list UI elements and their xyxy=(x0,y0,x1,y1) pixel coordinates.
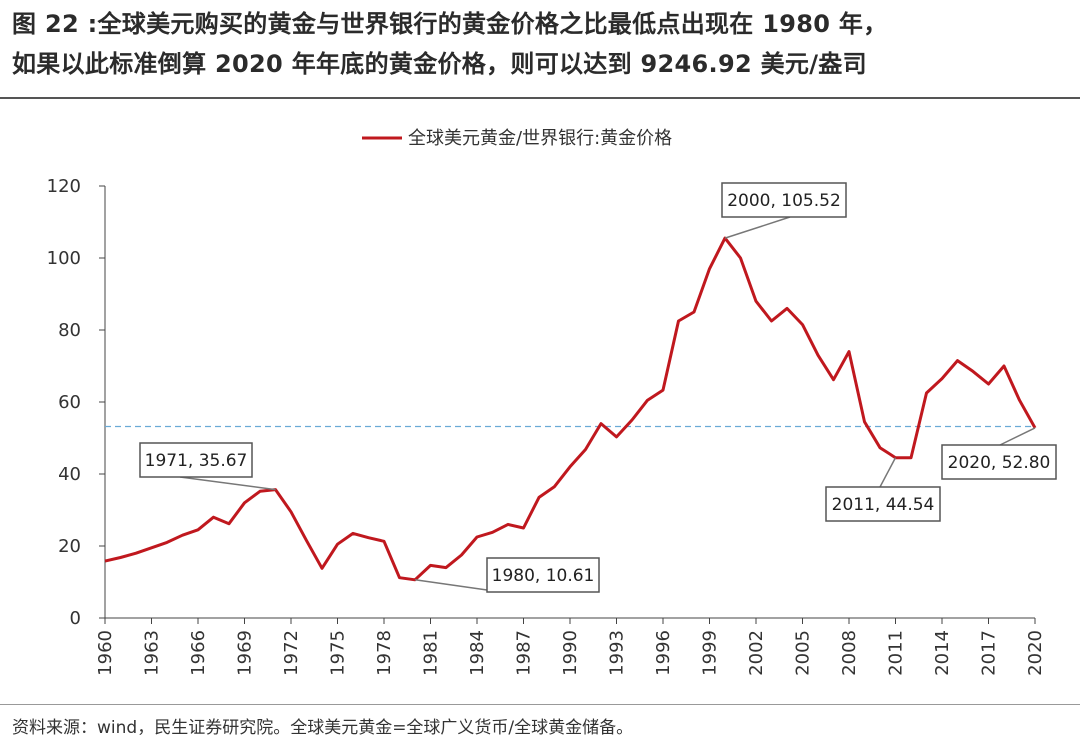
x-tick-label: 1966 xyxy=(188,630,209,676)
y-axis: 0 20 40 60 80 100 120 xyxy=(47,176,106,629)
x-tick-label: 1987 xyxy=(514,630,535,676)
callout-box xyxy=(721,182,847,218)
callout-label: 2020, 52.80 xyxy=(948,453,1051,473)
callout-box xyxy=(486,557,600,593)
callout-label: 1980, 10.61 xyxy=(492,566,595,586)
x-tick-label: 1996 xyxy=(653,630,674,676)
y-tick-label: 100 xyxy=(47,248,81,269)
x-tick-label: 2002 xyxy=(746,630,767,676)
callout-label: 1971, 35.67 xyxy=(145,451,248,471)
y-tick-label: 120 xyxy=(47,176,81,197)
figure-title-line-2: 如果以此标准倒算 2020 年年底的黄金价格，则可以达到 9246.92 美元/… xyxy=(12,50,867,78)
y-tick-label: 60 xyxy=(58,392,81,413)
x-tick-label: 2014 xyxy=(932,630,953,676)
x-tick-label: 2005 xyxy=(793,630,814,676)
source-note: 资料来源：wind，民生证券研究院。全球美元黄金=全球广义货币/全球黄金储备。 xyxy=(12,718,634,738)
callout-leader xyxy=(724,216,791,239)
chart-legend: 全球美元黄金/世界银行:黄金价格 xyxy=(362,128,672,149)
x-tick-label: 1981 xyxy=(421,630,442,676)
x-tick-label: 1969 xyxy=(235,630,256,676)
x-axis: 1960 1963 1966 1969 1972 1975 1978 1981 1984 1987… xyxy=(95,617,1046,676)
series-line xyxy=(104,236,1037,582)
figure-title-line-1: 图 22 :全球美元购买的黄金与世界银行的黄金价格之比最低点出现在 1980 年… xyxy=(12,10,888,38)
x-tick-label: 1984 xyxy=(467,630,488,676)
y-tick-label: 0 xyxy=(70,608,81,629)
x-tick-label: 1972 xyxy=(281,630,302,676)
callout-leader xyxy=(999,427,1036,446)
callout: 2000, 105.52 xyxy=(721,182,847,239)
callout-box xyxy=(941,444,1057,480)
callout: 1980, 10.61 xyxy=(414,557,600,593)
y-tick-label: 80 xyxy=(58,320,81,341)
callout: 1971, 35.67 xyxy=(139,442,276,491)
y-tick-label: 20 xyxy=(58,536,81,557)
y-tick-label: 40 xyxy=(58,464,81,485)
callout-label: 2011, 44.54 xyxy=(832,495,935,515)
x-tick-label: 2011 xyxy=(886,630,907,676)
callout: 2011, 44.54 xyxy=(825,457,941,522)
callout-label: 2000, 105.52 xyxy=(727,191,841,211)
x-tick-label: 1963 xyxy=(142,630,163,676)
series-group xyxy=(104,236,1037,582)
x-tick-label: 1960 xyxy=(95,630,116,676)
callout-leader xyxy=(179,476,276,491)
figure-title: 图 22 :全球美元购买的黄金与世界银行的黄金价格之比最低点出现在 1980 年… xyxy=(12,4,1068,84)
x-tick-label: 1993 xyxy=(607,630,628,676)
legend-label: 全球美元黄金/世界银行:黄金价格 xyxy=(408,128,672,149)
x-tick-label: 1999 xyxy=(700,630,721,676)
callout-box xyxy=(139,442,253,478)
callout-leader xyxy=(879,457,897,488)
callouts-group: 1971, 35.67 1980, 10.61 2000, 105.52 2011, … xyxy=(139,182,1057,593)
x-tick-label: 2008 xyxy=(839,630,860,676)
x-tick-label: 1978 xyxy=(374,630,395,676)
title-divider xyxy=(0,97,1080,99)
x-tick-label: 1975 xyxy=(328,630,349,676)
footer-divider xyxy=(0,704,1080,705)
x-tick-label: 1990 xyxy=(560,630,581,676)
callout-box xyxy=(825,486,941,522)
x-tick-label: 2020 xyxy=(1025,630,1046,676)
callout-leader xyxy=(414,579,488,591)
callout: 2020, 52.80 xyxy=(941,427,1057,480)
x-tick-label: 2017 xyxy=(979,630,1000,676)
